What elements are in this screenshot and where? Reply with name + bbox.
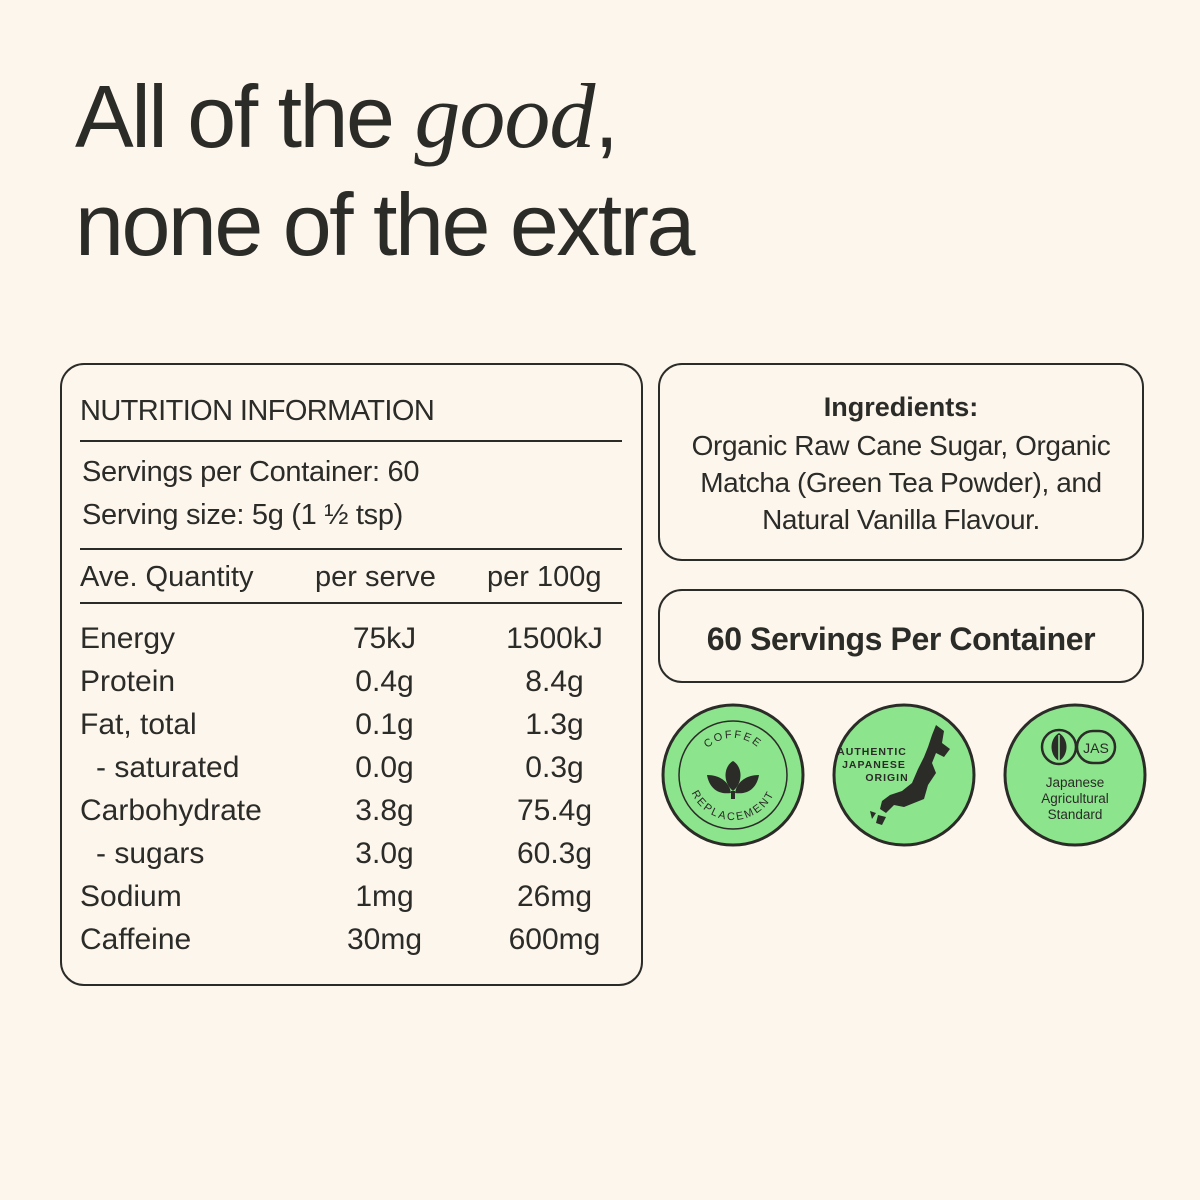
nutrient-name: - sugars	[96, 837, 205, 870]
jas-text-line2: Agricultural	[1041, 791, 1109, 806]
nutrition-panel: NUTRITION INFORMATION Servings per Conta…	[60, 363, 643, 986]
jas-badge-graphic: JAS Japanese Agricultural Standard	[1003, 703, 1147, 847]
badge-circle	[1003, 703, 1147, 847]
nutrient-per-100g: 600mg	[508, 923, 601, 956]
jas-leaf-icon	[1040, 728, 1117, 766]
nutrient-name: Caffeine	[80, 923, 192, 956]
nutrient-per-serve: 0.4g	[355, 665, 414, 698]
leaves-icon	[707, 761, 759, 799]
servings-per-container: Servings per Container: 60	[82, 456, 420, 488]
nutrient-per-serve: 1mg	[355, 880, 414, 913]
nutrient-name: Sodium	[80, 880, 182, 913]
ingredients-panel: Ingredients: Organic Raw Cane Sugar, Org…	[658, 363, 1144, 561]
nutrient-per-100g: 1500kJ	[506, 622, 603, 655]
headline-emphasis: good	[414, 65, 595, 167]
nutrient-name: Fat, total	[80, 708, 197, 741]
nutrient-name: Energy	[80, 622, 176, 655]
nutrition-row: - saturated 0.0g 0.3g	[62, 751, 641, 794]
headline: All of the good, none of the extra	[75, 62, 695, 279]
coffee-replacement-badge-graphic: COFFEE REPLACEMENT	[661, 703, 805, 847]
servings-banner: 60 Servings Per Container	[658, 589, 1144, 683]
nutrient-per-100g: 1.3g	[525, 708, 584, 741]
japanese-origin-badge-graphic: AUTHENTIC JAPANESE ORIGIN	[832, 703, 976, 847]
nutrient-per-serve: 3.0g	[355, 837, 414, 870]
headline-comma: ,	[594, 67, 618, 166]
nutrition-row: Fat, total 0.1g 1.3g	[62, 708, 641, 751]
jas-text-line3: Standard	[1048, 807, 1103, 822]
nutrition-row: Caffeine 30mg 600mg	[62, 923, 641, 966]
japanese-origin-badge: AUTHENTIC JAPANESE ORIGIN	[832, 703, 976, 847]
serving-size: Serving size: 5g (1 ½ tsp)	[82, 499, 404, 531]
nutrient-name: Carbohydrate	[80, 794, 262, 827]
badge-text-japanese: JAPANESE	[842, 759, 906, 771]
nutrient-per-100g: 26mg	[516, 880, 593, 913]
badge-text-authentic: AUTHENTIC	[837, 746, 907, 758]
jas-mark-text: JAS	[1083, 740, 1109, 756]
header-per-serve: per serve	[315, 561, 436, 593]
nutrient-per-100g: 0.3g	[525, 751, 584, 784]
nutrient-per-serve: 75kJ	[352, 622, 417, 655]
nutrient-name: Protein	[80, 665, 176, 698]
nutrition-row: Protein 0.4g 8.4g	[62, 665, 641, 708]
nutrient-per-serve: 3.8g	[355, 794, 414, 827]
ingredients-text: Organic Raw Cane Sugar, Organic Matcha (…	[691, 430, 1111, 535]
japan-map-icon	[870, 725, 950, 825]
jas-text-line1: Japanese	[1046, 775, 1105, 790]
badge-inner-ring	[678, 720, 788, 830]
nutrient-name: - saturated	[96, 751, 240, 784]
header-per-100g: per 100g	[487, 561, 602, 593]
headline-line-1: All of the good,	[75, 62, 693, 171]
nutrient-per-serve: 0.1g	[355, 708, 414, 741]
divider	[80, 602, 622, 604]
divider	[80, 548, 622, 550]
nutrition-row: Carbohydrate 3.8g 75.4g	[62, 794, 641, 837]
nutrient-per-serve: 0.0g	[355, 751, 414, 784]
nutrient-per-100g: 60.3g	[516, 837, 593, 870]
badge-text-origin: ORIGIN	[865, 772, 908, 784]
nutrient-per-serve: 30mg	[346, 923, 423, 956]
nutrition-row: Energy 75kJ 1500kJ	[62, 622, 641, 665]
jas-badge: JAS Japanese Agricultural Standard	[1003, 703, 1147, 847]
divider	[80, 440, 622, 442]
nutrition-title: NUTRITION INFORMATION	[80, 395, 435, 427]
nutrition-row: Sodium 1mg 26mg	[62, 880, 641, 923]
ingredients-heading: Ingredients:	[823, 392, 979, 422]
servings-banner-text: 60 Servings Per Container	[706, 621, 1096, 657]
header-ave-quantity: Ave. Quantity	[80, 561, 254, 593]
headline-text: All of the	[75, 67, 415, 166]
coffee-replacement-badge: COFFEE REPLACEMENT	[661, 703, 805, 847]
nutrient-per-100g: 75.4g	[516, 794, 593, 827]
nutrition-row: - sugars 3.0g 60.3g	[62, 837, 641, 880]
nutrient-per-100g: 8.4g	[525, 665, 584, 698]
headline-line-2: none of the extra	[75, 175, 695, 274]
